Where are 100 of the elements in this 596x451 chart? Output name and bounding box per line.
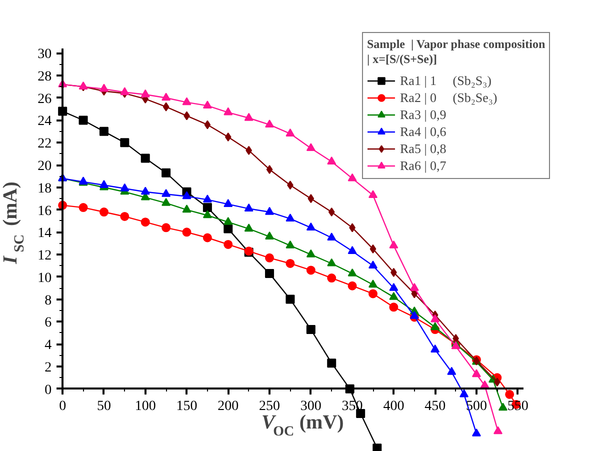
point: [327, 358, 336, 368]
x-tick-label: 550: [507, 398, 528, 414]
point: [182, 228, 192, 237]
point: [140, 89, 150, 98]
point: [244, 224, 254, 232]
point: [306, 249, 316, 258]
point: [182, 191, 192, 200]
y-tick-label: 26: [38, 92, 52, 107]
point: [224, 107, 233, 116]
point: [389, 302, 398, 312]
point: [348, 246, 357, 254]
point: [162, 198, 171, 206]
point: [368, 289, 378, 298]
point: [202, 203, 212, 212]
point: [306, 222, 316, 230]
y-tick-label: 24: [38, 114, 52, 130]
y-tick-label: 4: [44, 338, 52, 354]
point: [327, 156, 336, 164]
point: [286, 259, 295, 268]
point: [265, 269, 274, 278]
legend-label: Ra6 | 0,7: [400, 158, 446, 174]
point: [120, 87, 130, 96]
point: [430, 344, 440, 352]
point: [372, 444, 382, 451]
point: [99, 126, 108, 136]
legend-label: Ra3 | 0,9: [400, 106, 446, 122]
point: [140, 186, 150, 195]
point: [120, 212, 130, 221]
point: [368, 190, 378, 198]
y-tick-label: 20: [38, 159, 52, 174]
y-tick-label: 14: [38, 226, 52, 242]
point: [182, 204, 192, 213]
point: [327, 258, 336, 266]
legend-label: Ra1 | 1 (Sb₂S₃): [400, 72, 492, 88]
point: [120, 138, 130, 148]
point: [286, 214, 295, 222]
point: [244, 204, 254, 212]
x-tick-label: 200: [218, 398, 239, 414]
point: [224, 132, 232, 142]
point: [224, 224, 233, 234]
point: [348, 281, 357, 290]
y-tick-label: 12: [38, 248, 52, 264]
point: [265, 253, 274, 262]
x-tick-label: 450: [424, 398, 446, 414]
point: [265, 120, 274, 128]
point: [286, 240, 295, 248]
y-tick-label: 16: [38, 204, 52, 219]
point: [348, 268, 357, 276]
y-tick-label: 22: [38, 136, 52, 152]
point: [389, 292, 398, 300]
point: [498, 402, 508, 411]
point: [202, 194, 212, 203]
y-tick-label: 0: [44, 382, 52, 398]
point: [286, 294, 295, 304]
point: [389, 240, 398, 248]
y-axis-title: ISC (mA): [0, 182, 28, 265]
legend-label: Ra4 | 0,6: [400, 124, 446, 140]
point: [266, 164, 273, 174]
point: [99, 84, 108, 92]
y-tick-label: 18: [38, 181, 52, 196]
x-tick-label: 50: [96, 398, 111, 414]
y-tick-label: 10: [38, 270, 52, 286]
point: [410, 282, 419, 291]
point: [460, 389, 469, 398]
x-tick-label: 300: [300, 398, 322, 414]
point: [348, 173, 357, 182]
point: [202, 233, 212, 242]
point: [265, 232, 274, 240]
point: [140, 218, 150, 227]
legend-label: Ra2 | 0 (Sb₂Se₃): [400, 90, 498, 106]
point: [410, 310, 419, 319]
point: [286, 128, 295, 136]
legend-title: Sample | Vapor phase composition | x=[S/(S+Se)]: [367, 37, 546, 67]
point: [99, 208, 108, 217]
point: [327, 232, 336, 241]
point: [389, 282, 398, 291]
point: [430, 314, 440, 322]
point: [202, 100, 212, 109]
y-tick-label: 28: [38, 69, 52, 84]
y-tick-label: 8: [44, 293, 52, 308]
point: [202, 210, 212, 218]
point: [306, 143, 316, 152]
point: [162, 188, 171, 197]
point: [78, 116, 88, 125]
point: [162, 102, 170, 112]
point: [370, 244, 376, 254]
point: [99, 180, 108, 188]
point: [447, 366, 456, 375]
point: [472, 369, 481, 378]
point: [327, 274, 336, 283]
x-tick-label: 0: [59, 398, 66, 414]
point: [120, 183, 130, 192]
point: [224, 240, 233, 249]
point: [265, 206, 274, 215]
point: [493, 426, 502, 434]
point: [244, 112, 254, 121]
point: [162, 92, 171, 101]
point: [306, 325, 316, 334]
y-tick-label: 6: [44, 316, 52, 331]
point: [368, 260, 378, 269]
